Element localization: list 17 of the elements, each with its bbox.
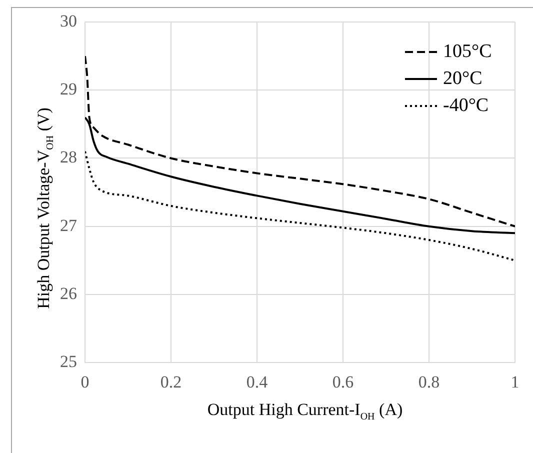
- x-tick-label: 0.2: [160, 372, 182, 392]
- y-tick-label: 28: [60, 148, 77, 167]
- y-tick-label: 30: [60, 11, 77, 30]
- x-tick-label: 0.4: [246, 372, 268, 392]
- x-tick-label: 0: [80, 372, 90, 392]
- y-tick-label: 27: [60, 216, 78, 235]
- y-tick-label: 29: [60, 80, 77, 99]
- x-tick-label: 1: [510, 372, 520, 392]
- x-tick-label: 0.8: [418, 372, 440, 392]
- line-series: [85, 150, 515, 262]
- x-axis-title: Output High Current-I$_{OH}$ (A): [206, 400, 404, 422]
- legend-label: 20°C: [443, 68, 482, 89]
- y-tick-label: 26: [60, 284, 77, 303]
- y-tick-label: 25: [60, 352, 77, 372]
- legend-label: 105°C: [443, 40, 492, 62]
- legend-label: -40°C: [443, 94, 489, 116]
- x-tick-label: 0.6: [332, 372, 354, 392]
